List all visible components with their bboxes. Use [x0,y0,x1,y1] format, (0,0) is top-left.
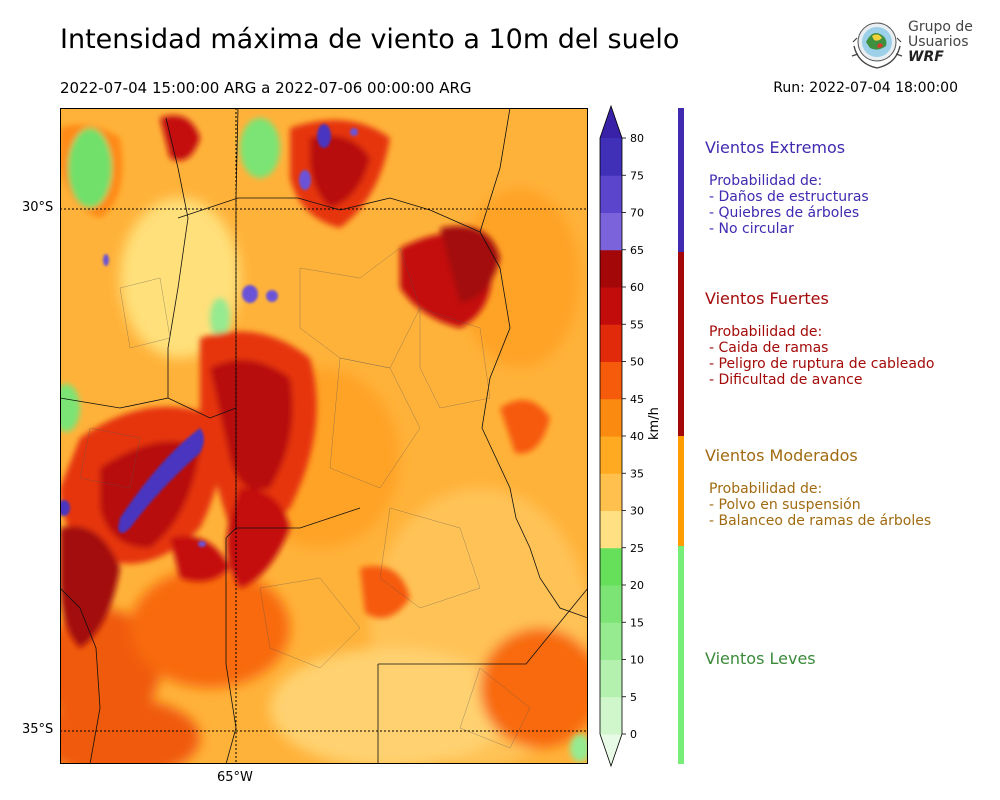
colorbar: 0 5 10 15 20 25 30 35 40 45 50 55 60 65 70 75 80 [599,104,644,768]
political-boundaries [60,108,588,764]
province-boundaries [79,247,531,749]
colorbar-tick-label: 60 [630,281,644,294]
desc-line: Probabilidad de: [709,173,823,189]
colorbar-tick-label: 25 [630,542,644,555]
globe-emblem-icon [851,22,903,69]
colorbar-tick-label: 40 [630,430,644,443]
desc-line: - No circular [709,221,794,237]
colorbar-tick-label: 50 [630,356,644,369]
colorbar-tick-label: 0 [630,728,637,741]
lat-label-35s: 35°S [22,722,54,737]
colorbar-bin [600,659,622,698]
colorbar-bin [600,287,622,325]
forecast-period: 2022-07-04 15:00:00 ARG a 2022-07-06 00:… [60,79,472,97]
grupo-usuarios-wrf-logo: Grupo de Usuarios WRF [848,16,978,72]
category-description: Probabilidad de: - Daños de estructuras … [705,173,869,237]
side-bar-extremos [678,108,684,252]
desc-line: - Peligro de ruptura de cableado [709,356,935,372]
colorbar-extend-max [600,106,622,138]
colorbar-tick-label: 30 [630,505,644,518]
desc-line: - Caida de ramas [709,340,829,356]
desc-line: - Polvo en suspensión [709,497,861,513]
run-timestamp: Run: 2022-07-04 18:00:00 [773,80,958,96]
colorbar-bin [600,436,622,474]
colorbar-tick-label: 80 [630,132,644,145]
colorbar-extend-min [600,734,622,766]
category-extremos: Vientos Extremos Probabilidad de: - Daño… [705,138,869,237]
colorbar-bin [600,361,622,400]
colorbar-tick-label: 15 [630,616,644,629]
graticule [60,108,588,764]
colorbar-bin [600,212,622,251]
colorbar-tick-label: 10 [630,654,644,667]
colorbar-tick-label: 35 [630,467,644,480]
map-title: Intensidad máxima de viento a 10m del su… [60,24,680,55]
side-bar-moderados [678,436,684,546]
category-title: Vientos Moderados [705,446,858,465]
category-title: Vientos Fuertes [705,289,829,308]
colorbar-bin [600,585,622,623]
colorbar-tick-label: 45 [630,393,644,406]
category-moderados: Vientos Moderados Probabilidad de: - Pol… [705,446,931,529]
colorbar-tick-label: 5 [630,691,637,704]
colorbar-bin [600,324,622,362]
colorbar-bin [600,175,622,213]
lon-label-65w: 65°W [217,770,253,785]
desc-line: Probabilidad de: [709,324,823,340]
logo-line-2: Usuarios [908,34,969,50]
desc-line: - Balanceo de ramas de árboles [709,513,932,529]
desc-line: - Dificultad de avance [709,372,863,388]
lat-label-30s: 30°S [22,200,54,215]
desc-line: - Quiebres de árboles [709,205,860,221]
colorbar-bin [600,138,622,176]
colorbar-bin [600,696,622,735]
category-description: Probabilidad de: - Caida de ramas - Peli… [705,324,934,388]
colorbar-tick-label: 55 [630,318,644,331]
colorbar-bin [600,249,622,288]
side-bar-fuertes [678,252,684,436]
colorbar-tick-label: 70 [630,207,644,220]
category-description: Probabilidad de: - Polvo en suspensión -… [705,481,931,529]
logo-text: Grupo de Usuarios WRF [908,20,973,65]
map-frame [60,108,588,764]
wind-field-shading [60,115,588,764]
colorbar-tick-label: 75 [630,169,644,182]
wind-intensity-map [60,108,588,764]
logo-line-3: WRF [908,49,944,65]
desc-line: Probabilidad de: [709,481,823,497]
colorbar-bin [600,510,622,549]
logo-line-1: Grupo de [908,19,973,35]
category-title: Vientos Extremos [705,138,846,157]
colorbar-bin [600,398,622,437]
colorbar-tick-label: 20 [630,579,644,592]
category-fuertes: Vientos Fuertes Probabilidad de: - Caida… [705,289,934,388]
side-bar-leves [678,546,684,764]
colorbar-bin [600,622,622,660]
desc-line: - Daños de estructuras [709,189,869,205]
category-leves: Vientos Leves [705,649,816,668]
colorbar-unit: km/h [647,407,662,440]
colorbar-tick-label: 65 [630,244,644,257]
colorbar-bin [600,547,622,586]
colorbar-bin [600,473,622,511]
category-title: Vientos Leves [705,649,816,668]
